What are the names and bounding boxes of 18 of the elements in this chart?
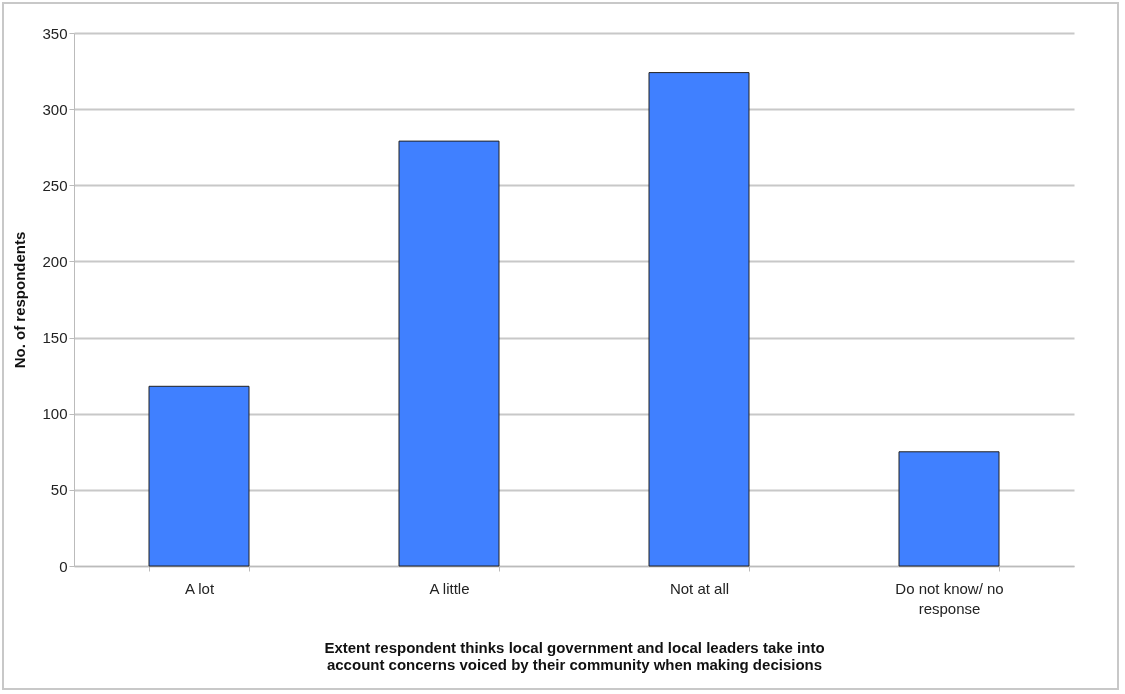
y-tick-label: 50 [50,481,68,499]
y-axis-title: No. of respondents [11,231,29,369]
x-tick-label: Do not know/ no response [895,579,1004,617]
x-tick-label: Not at all [669,579,730,597]
y-tick-label: 300 [42,100,68,118]
x-tick-label: A little [429,579,470,597]
x-tick-label: A lot [184,579,215,597]
y-tick-label: 200 [42,252,68,270]
y-tick-label: 0 [59,557,68,575]
bar [398,140,500,567]
y-tick-label: 150 [42,329,68,347]
y-tick-label: 350 [42,24,68,42]
y-tick-label: 250 [42,176,68,194]
bar [648,72,750,567]
bar [148,385,250,567]
x-axis-title: Extent respondent thinks local government and local leaders take into account concerns voiced by their community when making decisions [324,638,825,673]
bar [898,451,1000,567]
y-tick-label: 100 [42,405,68,423]
